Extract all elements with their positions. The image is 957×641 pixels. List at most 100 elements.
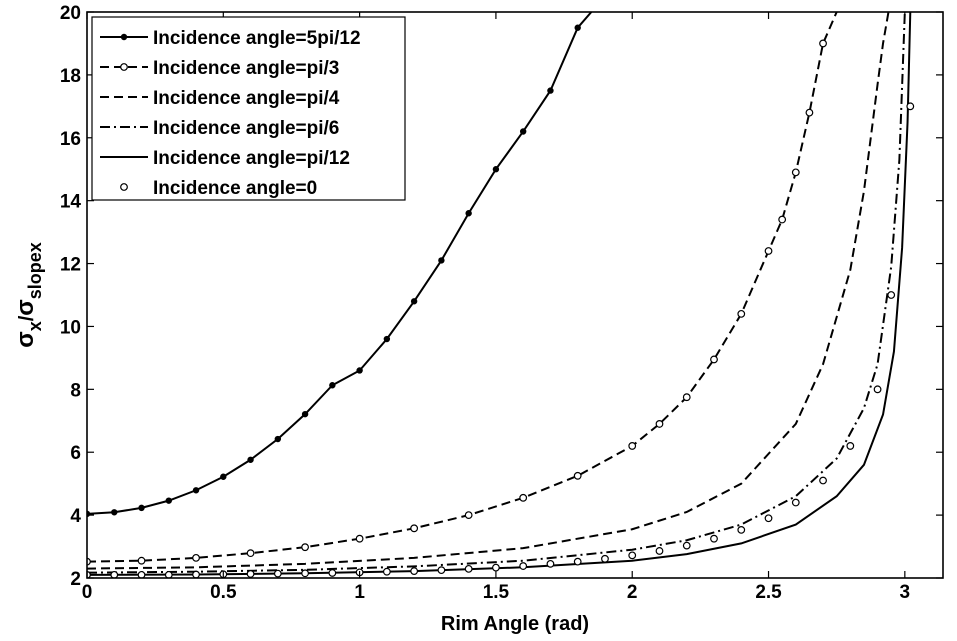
- y-axis-title-sub-slopex: slopex: [25, 242, 45, 299]
- legend-swatch-marker: [120, 63, 128, 71]
- series-line-1: [87, 12, 593, 515]
- series-6-point: [328, 569, 337, 577]
- legend-item: Incidence angle=5pi/12: [100, 28, 361, 49]
- series-2-point: [805, 108, 814, 117]
- y-tick-label: 20: [60, 3, 81, 24]
- y-tick-label: 4: [70, 506, 81, 527]
- x-tick-label: 1.5: [483, 582, 510, 603]
- series-2-point: [192, 553, 200, 562]
- series-1-point: [383, 335, 391, 343]
- legend-swatch-marker: [120, 183, 128, 191]
- x-tick-label: 2: [627, 582, 638, 603]
- x-tick-label: 3: [900, 582, 911, 603]
- legend-label: Incidence angle=pi/6: [153, 118, 339, 139]
- series-6-point: [410, 567, 419, 575]
- legend-label: Incidence angle=pi/4: [153, 88, 340, 109]
- series-2-point: [764, 247, 773, 255]
- y-axis-title-sub-x: x: [25, 321, 45, 331]
- series-6-point: [492, 563, 500, 572]
- series-6-point: [87, 570, 91, 578]
- series-2-point: [137, 556, 146, 565]
- series-2-point: [791, 168, 800, 177]
- y-tick-label: 8: [70, 380, 81, 401]
- series-6-point: [110, 570, 119, 578]
- series-6-point: [192, 570, 200, 578]
- x-tick-label: 0: [82, 582, 93, 603]
- legend-item: Incidence angle=pi/12: [100, 148, 350, 169]
- legend-swatch-marker: [120, 33, 128, 41]
- series-1-point: [410, 298, 418, 305]
- series-3: [87, 12, 890, 570]
- legend: Incidence angle=5pi/12 Incidence angle=pi…: [91, 16, 406, 201]
- series-6-point: [655, 547, 664, 555]
- svg-text:σx/σslopex: σx/σslopex: [12, 242, 45, 347]
- legend-label: Incidence angle=5pi/12: [153, 28, 361, 49]
- series-line-4: [87, 12, 906, 574]
- series-2-point: [710, 355, 718, 364]
- series-6-point: [764, 514, 773, 523]
- series-6-point: [601, 554, 609, 563]
- x-tick-label: 1: [354, 582, 365, 603]
- legend-label: Incidence angle=pi/12: [153, 148, 350, 169]
- series-1-point: [519, 128, 527, 135]
- series-6-point: [519, 562, 528, 570]
- series-6-point: [846, 442, 855, 450]
- y-tick-label: 14: [60, 192, 82, 213]
- series-line-3: [87, 12, 890, 570]
- series-2-point: [246, 549, 255, 558]
- series-6: [87, 102, 915, 578]
- series-6-point: [546, 559, 555, 568]
- series-2-point: [410, 524, 419, 533]
- series-1-point: [274, 435, 282, 443]
- x-tick-label: 2.5: [755, 582, 782, 603]
- series-6-point: [464, 564, 473, 573]
- series-4: [87, 12, 906, 574]
- series-2-point: [655, 420, 664, 428]
- series-2-point: [737, 309, 746, 318]
- series-2-point: [819, 39, 827, 48]
- series-6-point: [710, 534, 718, 543]
- series-1-point: [192, 487, 200, 494]
- y-axis-title-sigma-2: σ: [12, 299, 39, 315]
- y-tick-label: 18: [60, 66, 81, 87]
- series-1-point: [301, 410, 309, 418]
- series-6-point: [791, 498, 800, 507]
- series-6-point: [246, 570, 255, 578]
- y-tick-label: 12: [60, 255, 81, 276]
- y-tick-label: 16: [60, 129, 81, 150]
- series-6-point: [573, 557, 582, 566]
- ticks-group: 0 0.5 1 1.5 2 2.5 3 2 4 6 8 10 12 14 16 18 20: [60, 3, 943, 603]
- legend-item: Incidence angle=pi/4: [100, 88, 340, 109]
- series-2-point: [628, 442, 637, 450]
- series-6-point: [437, 566, 446, 575]
- legend-items: Incidence angle=5pi/12 Incidence angle=pi…: [100, 28, 361, 199]
- series-2-point: [464, 511, 473, 520]
- series-1-point: [547, 87, 554, 94]
- series-2: [87, 12, 838, 566]
- series-6-point: [137, 570, 146, 578]
- series-6-point: [737, 525, 746, 534]
- series-6-point: [301, 569, 309, 578]
- legend-item: Incidence angle=0: [120, 178, 317, 199]
- series-6-point: [906, 102, 915, 111]
- series-2-point: [355, 534, 364, 543]
- series-6-point: [164, 570, 173, 578]
- x-tick-label: 0.5: [210, 582, 237, 603]
- series-1-point: [574, 24, 581, 31]
- y-tick-label: 6: [70, 443, 81, 464]
- series-1-point: [465, 210, 472, 217]
- y-axis-title-sigma: σ: [12, 331, 39, 347]
- series-1-point: [438, 257, 445, 264]
- y-tick-label: 10: [60, 317, 81, 338]
- legend-item: Incidence angle=pi/3: [100, 58, 339, 79]
- y-axis-title-slash: /: [16, 315, 38, 321]
- series-2-point: [87, 557, 91, 566]
- legend-item: Incidence angle=pi/6: [100, 118, 339, 139]
- legend-label: Incidence angle=0: [153, 178, 317, 199]
- series-1-point: [247, 456, 254, 463]
- series-2-point: [573, 471, 582, 480]
- y-axis-title: σx/σslopex: [12, 242, 45, 347]
- series-1-point: [329, 382, 336, 389]
- series-6-point: [682, 541, 691, 550]
